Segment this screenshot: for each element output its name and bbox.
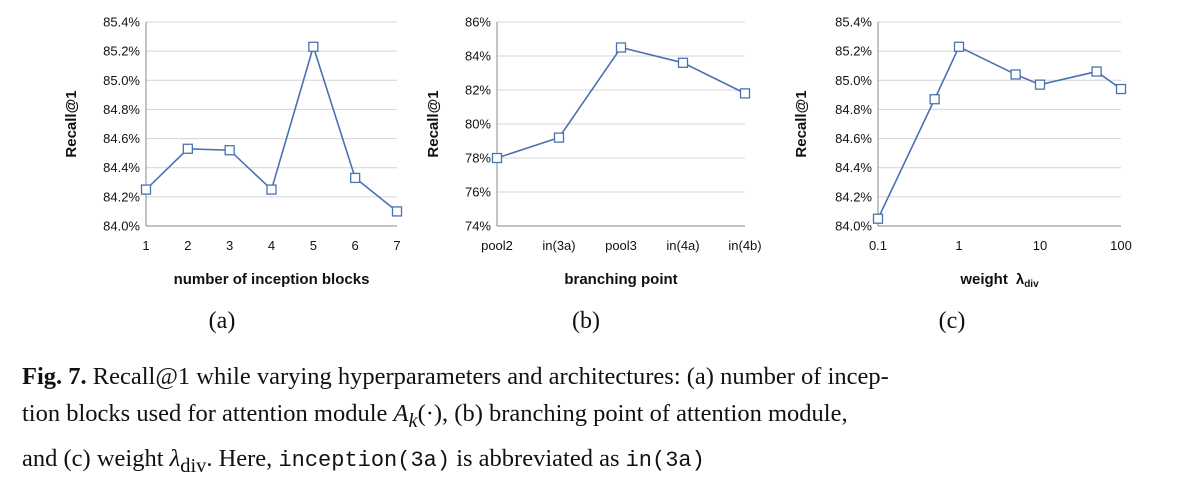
data-point xyxy=(615,42,627,53)
data-point xyxy=(1034,79,1046,90)
chart-c: 84.0% 84.2% 84.4% 84.6% 84.8% 85.0% 85.2% 85.4%… xyxy=(793,15,1132,335)
panel-label: (b) xyxy=(572,308,600,334)
y-tick-label: 84.8% xyxy=(103,102,140,117)
data-point xyxy=(350,172,361,184)
y-tick-label: 76% xyxy=(465,185,491,200)
y-tick-label: 84.4% xyxy=(835,160,872,175)
caption-math-A: A xyxy=(393,400,409,427)
y-tick-label: 84.0% xyxy=(835,219,872,234)
y-tick-label: 84.0% xyxy=(103,219,140,234)
y-tick-label: 84% xyxy=(465,49,491,64)
data-point xyxy=(677,57,689,68)
caption-line1-text: Recall@1 while varying hyperparameters a… xyxy=(86,363,889,390)
series-line xyxy=(496,46,746,159)
caption-line-3: and (c) weight λdiv. Here, inception(3a)… xyxy=(22,440,1172,485)
data-point xyxy=(953,41,965,52)
data-point xyxy=(1091,66,1102,77)
caption-lambda-div: div xyxy=(180,454,207,477)
data-point xyxy=(872,213,884,224)
x-tick-label: 6 xyxy=(352,238,359,253)
panel-label: (c) xyxy=(939,308,966,334)
y-tick-label: 74% xyxy=(465,219,491,234)
x-axis-label: weight λdiv xyxy=(959,271,1039,290)
y-tick-label: 84.4% xyxy=(103,160,140,175)
x-tick-label: 0.1 xyxy=(869,238,887,253)
x-tick-label: 7 xyxy=(393,238,400,253)
y-tick-label: 85.0% xyxy=(835,73,872,88)
x-tick-label: 4 xyxy=(268,238,275,253)
y-tick-label: 85.4% xyxy=(103,15,140,30)
caption-line2-a: tion blocks used for attention module xyxy=(22,400,394,427)
figure-charts: 84.0% 84.2% 84.4% 84.6% 84.8% 85.0% 85.2% 85.4%… xyxy=(63,15,1132,335)
x-tick-label: in(4b) xyxy=(728,238,761,253)
caption-math-arg: (·) xyxy=(417,400,443,427)
y-tick-label: 84.8% xyxy=(835,102,872,117)
caption-code-inception: inception(3a) xyxy=(278,447,451,473)
figure-caption: Fig. 7. Recall@1 while varying hyperpara… xyxy=(22,358,1172,485)
caption-line3-a: and (c) weight xyxy=(22,444,170,472)
caption-line2-b: , (b) branching point of attention modul… xyxy=(442,400,848,427)
data-point xyxy=(391,206,403,217)
y-tick-label: 84.2% xyxy=(835,189,872,204)
series-line xyxy=(877,45,1122,220)
x-axis-label: branching point xyxy=(564,271,677,288)
chart-b: 74% 76% 78% 80% 82% 84% 86% pool2 in(3a) pool3 in(… xyxy=(425,15,762,335)
caption-line3-b: . Here, xyxy=(206,444,279,472)
data-point xyxy=(140,184,152,195)
y-tick-label: 85.2% xyxy=(103,44,140,59)
y-tick-label: 84.2% xyxy=(103,189,140,204)
y-tick-label: 84.6% xyxy=(835,131,872,146)
data-point xyxy=(224,145,235,156)
x-tick-label: 1 xyxy=(142,238,149,253)
x-tick-label: pool2 xyxy=(481,238,513,253)
data-point xyxy=(491,152,503,164)
y-tick-label: 82% xyxy=(465,83,491,98)
y-tick-label: 85.2% xyxy=(835,44,872,59)
x-tick-label: 10 xyxy=(1033,238,1047,253)
caption-line-1: Fig. 7. Recall@1 while varying hyperpara… xyxy=(22,358,1172,395)
x-tick-label: 5 xyxy=(310,238,317,253)
data-point xyxy=(1010,69,1021,80)
y-tick-label: 86% xyxy=(465,15,491,30)
x-tick-label: 1 xyxy=(955,238,962,253)
caption-code-in3a: in(3a) xyxy=(625,447,705,473)
caption-math-k: k xyxy=(408,409,418,432)
data-point xyxy=(1115,83,1127,95)
data-point xyxy=(929,94,940,105)
caption-line-2: tion blocks used for attention module Ak… xyxy=(22,395,1172,440)
x-axis-label: number of inception blocks xyxy=(174,271,370,288)
y-tick-label: 85.0% xyxy=(103,73,140,88)
y-tick-label: 85.4% xyxy=(835,15,872,30)
y-tick-label: 78% xyxy=(465,151,491,166)
data-point xyxy=(739,88,751,99)
panel-label: (a) xyxy=(209,308,236,334)
x-tick-label: 2 xyxy=(184,238,191,253)
y-tick-label: 80% xyxy=(465,117,491,132)
x-tick-label: 100 xyxy=(1110,238,1132,253)
data-point xyxy=(553,132,565,143)
y-axis-label: Recall@1 xyxy=(63,90,80,157)
data-point xyxy=(308,41,319,52)
caption-line3-c: is abbreviated as xyxy=(450,444,626,472)
x-tick-label: pool3 xyxy=(605,238,637,253)
data-point xyxy=(182,143,193,154)
x-tick-label: in(3a) xyxy=(542,238,575,253)
y-axis-label: Recall@1 xyxy=(425,90,442,157)
caption-fig-label: Fig. 7. xyxy=(22,363,87,390)
y-tick-label: 84.6% xyxy=(103,131,140,146)
x-tick-label: in(4a) xyxy=(666,238,699,253)
y-axis-label: Recall@1 xyxy=(793,90,810,157)
data-point xyxy=(266,184,277,195)
caption-lambda: λ xyxy=(169,444,181,472)
chart-a: 84.0% 84.2% 84.4% 84.6% 84.8% 85.0% 85.2% 85.4%… xyxy=(63,15,403,334)
x-tick-label: 3 xyxy=(226,238,233,253)
